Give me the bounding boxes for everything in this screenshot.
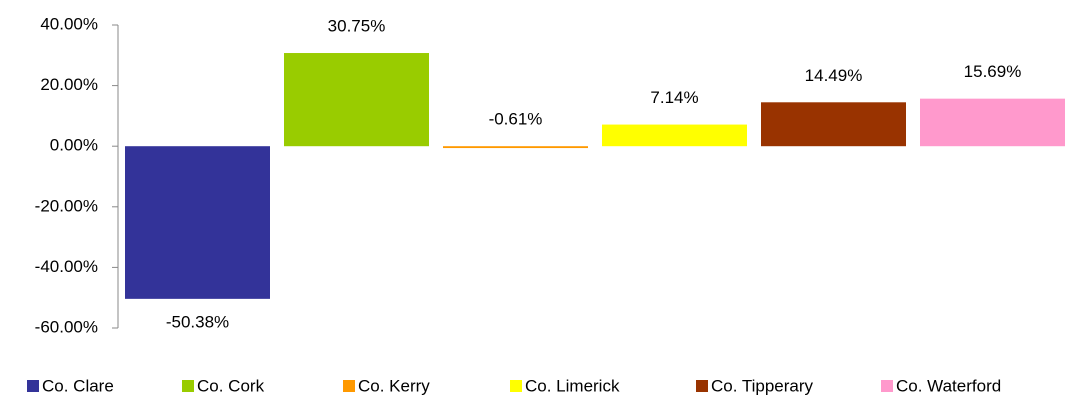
bar (602, 124, 747, 147)
y-tick-label: 0.00% (50, 136, 98, 155)
legend-swatch (27, 380, 39, 392)
legend-swatch (182, 380, 194, 392)
legend-swatch (696, 380, 708, 392)
bar (443, 146, 588, 149)
data-label: -0.61% (489, 110, 543, 129)
y-tick-label: -60.00% (35, 317, 98, 336)
legend-label: Co. Clare (42, 376, 114, 395)
y-tick-label: 40.00% (40, 14, 98, 33)
legend-swatch (510, 380, 522, 392)
y-tick-label: 20.00% (40, 75, 98, 94)
bar (920, 98, 1065, 147)
bar (284, 53, 429, 147)
legend-label: Co. Cork (197, 376, 265, 395)
legend-label: Co. Waterford (896, 376, 1001, 395)
data-label: -50.38% (166, 312, 229, 331)
y-tick-label: -20.00% (35, 196, 98, 215)
y-tick-label: -40.00% (35, 257, 98, 276)
legend-swatch (881, 380, 893, 392)
legend-label: Co. Kerry (358, 376, 430, 395)
data-label: 7.14% (650, 88, 698, 107)
legend-swatch (343, 380, 355, 392)
legend-label: Co. Tipperary (711, 376, 814, 395)
bar (761, 102, 906, 147)
legend-label: Co. Limerick (525, 376, 620, 395)
bar (125, 146, 270, 299)
data-label: 30.75% (328, 17, 386, 36)
data-label: 15.69% (964, 62, 1022, 81)
data-label: 14.49% (805, 66, 863, 85)
